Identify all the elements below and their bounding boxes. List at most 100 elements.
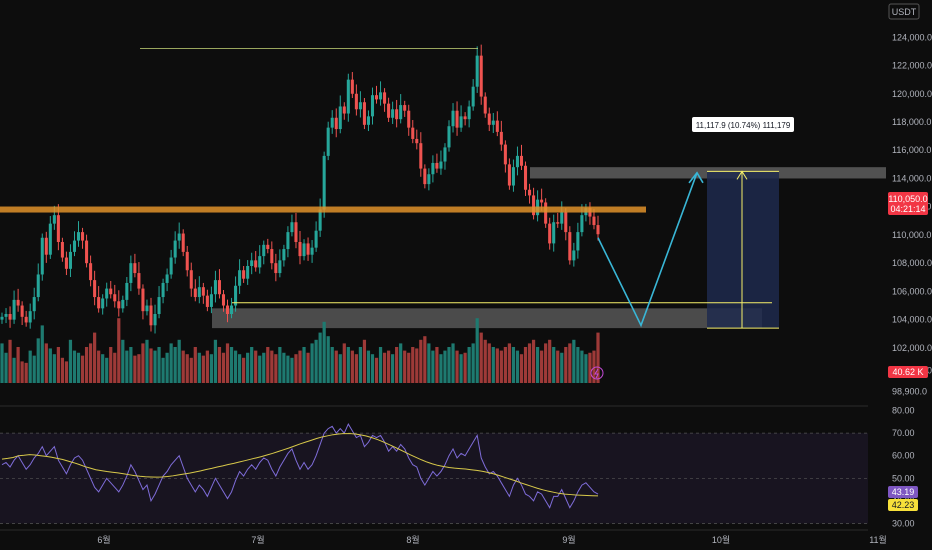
currency-badge[interactable] xyxy=(888,3,920,20)
volume-bar xyxy=(97,350,101,383)
volume-bar xyxy=(109,347,113,383)
candle-body xyxy=(213,280,217,295)
candle-body xyxy=(101,298,105,309)
volume-bar xyxy=(258,355,262,383)
candle-body xyxy=(121,299,125,309)
candle-body xyxy=(338,106,342,130)
volume-bar xyxy=(507,343,512,383)
volume-bar xyxy=(157,347,161,383)
volume-bar xyxy=(310,343,314,383)
currency-label: USDT xyxy=(892,7,917,17)
time-tick-label: 8월 xyxy=(406,534,419,545)
volume-bar xyxy=(391,354,395,383)
candle-body xyxy=(44,237,48,255)
volume-bar xyxy=(415,348,419,383)
volume-bar xyxy=(531,339,536,383)
volume-tag xyxy=(888,366,928,378)
candle-body xyxy=(423,168,427,185)
price-tick-label: 116,000.0 xyxy=(892,145,931,155)
candle-body xyxy=(435,162,439,169)
volume-bar xyxy=(36,338,40,383)
projection-arrowhead xyxy=(688,171,704,184)
time-tick-label: 11월 xyxy=(869,534,887,545)
candle-body xyxy=(8,314,12,320)
candle-body xyxy=(266,244,270,250)
candle-body xyxy=(129,263,133,283)
candle-body xyxy=(181,233,185,252)
volume-bar xyxy=(28,350,32,383)
candle-body xyxy=(193,288,197,298)
candle-body xyxy=(262,244,266,257)
candle-body xyxy=(475,55,479,87)
volume-bar xyxy=(596,332,600,383)
candle-body xyxy=(197,287,201,298)
volume-bar xyxy=(4,352,8,383)
volume-bar xyxy=(282,352,286,383)
lightning-icon-glyph xyxy=(594,368,599,379)
candle-body xyxy=(326,127,330,156)
volume-bar xyxy=(306,352,310,383)
volume-bar xyxy=(483,339,487,383)
lightning-icon[interactable] xyxy=(590,366,604,380)
volume-bar xyxy=(326,336,330,383)
price-tick-label: 124,000.0 xyxy=(892,32,932,42)
volume-bar xyxy=(56,347,60,383)
volume-bar xyxy=(350,350,354,383)
candle-body xyxy=(169,257,173,275)
volume-bar xyxy=(467,347,471,383)
volume-bar xyxy=(185,354,189,383)
candle-body xyxy=(221,294,226,306)
candle-body xyxy=(576,232,580,251)
candle-body xyxy=(354,93,358,110)
volume-bar xyxy=(177,339,181,383)
candle-body xyxy=(330,117,334,128)
candle-body xyxy=(238,270,242,286)
candle-body xyxy=(592,216,596,226)
volume-bar xyxy=(568,343,572,383)
volume-bar xyxy=(443,350,447,383)
volume-bar xyxy=(233,350,238,383)
volume-bar xyxy=(242,357,246,383)
volume-bar xyxy=(48,348,52,383)
volume-bar xyxy=(246,352,250,383)
volume-bar xyxy=(181,350,185,383)
volume-bar xyxy=(121,339,125,383)
candle-body xyxy=(334,117,338,130)
volume-bar xyxy=(419,339,423,383)
candle-body xyxy=(447,126,451,148)
candle-body xyxy=(358,102,362,110)
volume-bar xyxy=(370,354,375,383)
candle-body xyxy=(258,256,262,268)
candle-body xyxy=(157,297,161,314)
candle-body xyxy=(532,195,536,216)
price-tick-label: 104,000.0 xyxy=(892,315,932,325)
candle-body xyxy=(507,164,511,186)
candle-body xyxy=(471,86,475,107)
volume-bar xyxy=(76,352,81,383)
candle-body xyxy=(24,316,28,323)
volume-bar xyxy=(407,352,411,383)
volume-value: 40.62 K xyxy=(892,367,923,377)
volume-bar xyxy=(487,343,491,383)
candle-body xyxy=(314,230,318,248)
candle-body xyxy=(564,212,568,233)
volume-bar xyxy=(133,355,137,383)
candle-body xyxy=(20,305,24,317)
volume-bar xyxy=(225,343,230,383)
volume-bar xyxy=(495,348,499,383)
candle-body xyxy=(165,274,169,283)
candle-body xyxy=(56,215,60,242)
volume-bar xyxy=(552,347,556,383)
volume-bar xyxy=(137,354,141,383)
candle-body xyxy=(407,110,411,128)
candle-body xyxy=(64,257,68,269)
candle-body xyxy=(270,249,274,264)
volume-bar xyxy=(217,347,222,383)
candle-body xyxy=(68,251,72,269)
candle-body xyxy=(4,314,8,317)
candle-body xyxy=(113,294,117,302)
candle-body xyxy=(463,116,467,120)
candle-body xyxy=(483,96,487,114)
volume-bar xyxy=(455,350,459,383)
